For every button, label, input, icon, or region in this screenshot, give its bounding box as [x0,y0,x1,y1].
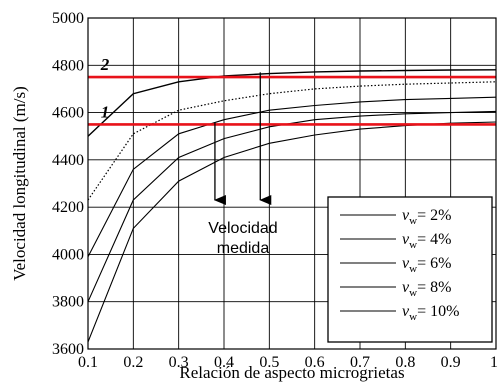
tick-labels: 3600 3800 4000 4200 4400 4600 4800 5000 0.1 0.2 0.… [52,10,498,371]
series-line-2 [87,81,497,201]
y-tick-label: 4200 [52,199,84,216]
x-tick-label: 0.5 [259,354,279,371]
y-tick-label: 4600 [52,105,84,122]
annotation-line-2: medida [217,240,270,257]
y-tick-label: 4800 [52,57,84,74]
measured-velocity-annotation: Velocidad medida [208,220,277,257]
reference-label-1: 1 [101,102,110,121]
x-axis-label: Relación de aspecto microgrietas [179,363,404,382]
legend-box [327,196,493,343]
legend-entry: vw= 4% [402,231,451,251]
y-axis-label: Velocidad longitudinal (m/s) [10,86,29,281]
x-tick-label: 0.2 [123,354,143,371]
y-tick-label: 5000 [52,10,84,27]
legend-entry: vw= 10% [402,303,459,323]
x-tick-label: 0.3 [169,354,189,371]
legend-entry: vw= 8% [402,279,451,299]
y-tick-label: 3800 [52,294,84,311]
x-tick-label: 0.1 [78,354,98,371]
x-tick-label: 0.8 [395,354,415,371]
x-tick-label: 0.6 [305,354,325,371]
y-tick-label: 3600 [52,341,84,358]
legend: vw= 2% vw= 4% vw= 6% vw= 8% vw= 10% [327,196,493,343]
reference-lines: 21 [88,55,496,126]
x-tick-label: 0.9 [441,354,461,371]
reference-label-2: 2 [100,55,110,74]
legend-entry: vw= 2% [402,207,451,227]
series-line-1 [87,69,497,137]
measured-velocity-arrows [213,72,272,206]
y-tick-label: 4000 [52,246,84,263]
plot-frame [87,17,497,350]
x-tick-label: 0.7 [350,354,370,371]
x-tick-label: 0.4 [214,354,234,371]
x-tick-label: 1 [490,354,498,371]
y-tick-label: 4400 [52,152,84,169]
legend-entry: vw= 6% [402,255,451,275]
annotation-line-1: Velocidad [208,220,277,237]
series-line-3 [87,96,497,258]
